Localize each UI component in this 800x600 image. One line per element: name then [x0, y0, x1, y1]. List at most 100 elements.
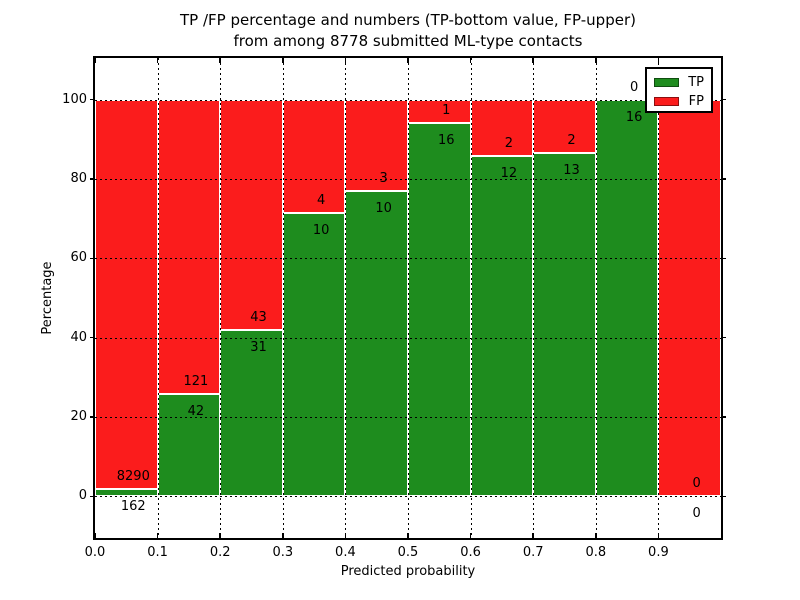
fp-count-label: 2: [567, 132, 576, 148]
chart-title-line1: TP /FP percentage and numbers (TP-bottom…: [180, 11, 636, 29]
fp-bar-segment: [157, 99, 221, 395]
x-tick-mark: [94, 533, 96, 538]
x-tick-mark: [219, 533, 221, 538]
x-tick-mark: [219, 58, 221, 63]
x-tick-mark: [94, 58, 96, 63]
x-tick-mark: [407, 533, 409, 538]
x-tick-mark: [344, 533, 347, 538]
y-tick-label: 80: [70, 170, 87, 186]
y-tick-mark: [90, 98, 95, 101]
x-tick-mark: [532, 533, 534, 538]
x-tick-mark: [595, 58, 597, 63]
y-tick-label: 20: [70, 409, 87, 424]
fp-count-label: 0: [692, 476, 701, 492]
tp-bar-segment: [220, 330, 283, 497]
tp-bar-segment: [345, 191, 408, 497]
y-tick-mark: [721, 336, 726, 339]
fp-count-label: 2: [504, 136, 514, 152]
y-tick-mark: [90, 495, 95, 498]
legend: TP FP: [645, 67, 713, 113]
y-tick-mark: [90, 336, 95, 339]
y-tick-label: 0: [78, 488, 87, 504]
x-gridline: [345, 58, 347, 538]
x-gridline: [282, 58, 284, 538]
x-gridline: [220, 58, 222, 538]
x-tick-label: 0.9: [648, 545, 669, 560]
y-tick-mark: [721, 98, 726, 101]
tp-count-label: 10: [312, 222, 330, 238]
x-gridline: [157, 58, 159, 538]
tp-bar-segment: [95, 488, 158, 497]
x-tick-mark: [282, 58, 284, 63]
y-tick-label: 60: [70, 250, 87, 266]
y-tick-mark: [721, 178, 726, 180]
x-gridline: [470, 58, 472, 538]
y-tick-mark: [90, 257, 95, 260]
x-tick-mark: [469, 533, 472, 538]
x-tick-label: 0.5: [397, 545, 419, 560]
x-tick-label: 0.3: [272, 545, 294, 560]
chart-title: TP /FP percentage and numbers (TP-bottom…: [95, 10, 721, 52]
x-tick-mark: [469, 58, 472, 63]
plot-area: TP FP 0.0 0.1 0.2 0.3 0.4 0.5 0.6 0.7 0.8 0.9 0 20 4…: [62, 58, 726, 560]
x-tick-mark: [407, 58, 409, 63]
tp-bar-segment: [470, 156, 534, 497]
tp-count-label: 162: [120, 498, 146, 514]
legend-label-tp: TP: [688, 75, 704, 90]
fp-count-label: 4: [316, 192, 326, 208]
x-tick-mark: [344, 58, 347, 63]
x-tick-mark: [532, 58, 534, 63]
x-tick-mark: [657, 533, 660, 538]
tp-bar-segment: [282, 212, 346, 497]
tp-count-label: 10: [375, 201, 392, 217]
y-tick-mark: [721, 416, 726, 418]
x-tick-label: 0.4: [335, 545, 356, 560]
fp-count-label: 3: [379, 171, 388, 187]
y-tick-mark: [721, 495, 726, 498]
x-gridline: [658, 58, 660, 538]
x-tick-mark: [595, 533, 597, 538]
fp-bar-segment: [533, 99, 596, 153]
fp-bar-segment: [345, 99, 408, 192]
fp-count-label: 8290: [116, 468, 150, 484]
fp-count-label: 121: [183, 374, 209, 390]
tp-swatch-icon: [654, 78, 679, 87]
x-tick-label: 0.6: [460, 545, 481, 560]
fp-bar-segment: [95, 99, 158, 489]
tp-count-label: 16: [625, 109, 643, 125]
tp-count-label: 13: [563, 162, 580, 178]
x-tick-label: 0.0: [84, 545, 106, 560]
legend-item-tp: TP: [654, 73, 704, 92]
x-gridline: [408, 58, 409, 538]
x-tick-label: 0.8: [585, 545, 607, 560]
x-tick-label: 0.7: [522, 545, 544, 560]
tp-count-label: 0: [692, 506, 701, 522]
tp-count-label: 31: [250, 340, 267, 356]
y-tick-mark: [721, 257, 726, 260]
x-gridline: [595, 58, 597, 538]
y-tick-mark: [90, 178, 95, 180]
x-tick-mark: [156, 533, 159, 538]
tp-count-label: 42: [187, 404, 205, 420]
x-gridline: [533, 58, 535, 538]
tp-count-label: 16: [438, 132, 455, 148]
y-tick-mark: [90, 416, 95, 418]
fp-count-label: 43: [250, 310, 267, 326]
y-tick-label: 40: [70, 329, 87, 345]
fp-bar-segment: [658, 99, 721, 497]
tp-bar-segment: [595, 99, 659, 497]
y-tick-label: 100: [62, 91, 87, 107]
x-tick-mark: [282, 533, 284, 538]
tp-count-label: 12: [500, 166, 518, 182]
x-axis-label: Predicted probability: [340, 564, 476, 579]
legend-label-fp: FP: [688, 94, 704, 109]
fp-bar-segment: [220, 99, 283, 331]
x-tick-label: 0.1: [147, 545, 168, 560]
tp-bar-segment: [533, 152, 596, 497]
x-tick-mark: [156, 58, 159, 63]
chart-title-line2: from among 8778 submitted ML-type contac…: [233, 32, 583, 50]
fp-count-label: 1: [442, 102, 451, 118]
x-tick-mark: [657, 58, 660, 63]
fp-count-label: 0: [629, 79, 639, 95]
